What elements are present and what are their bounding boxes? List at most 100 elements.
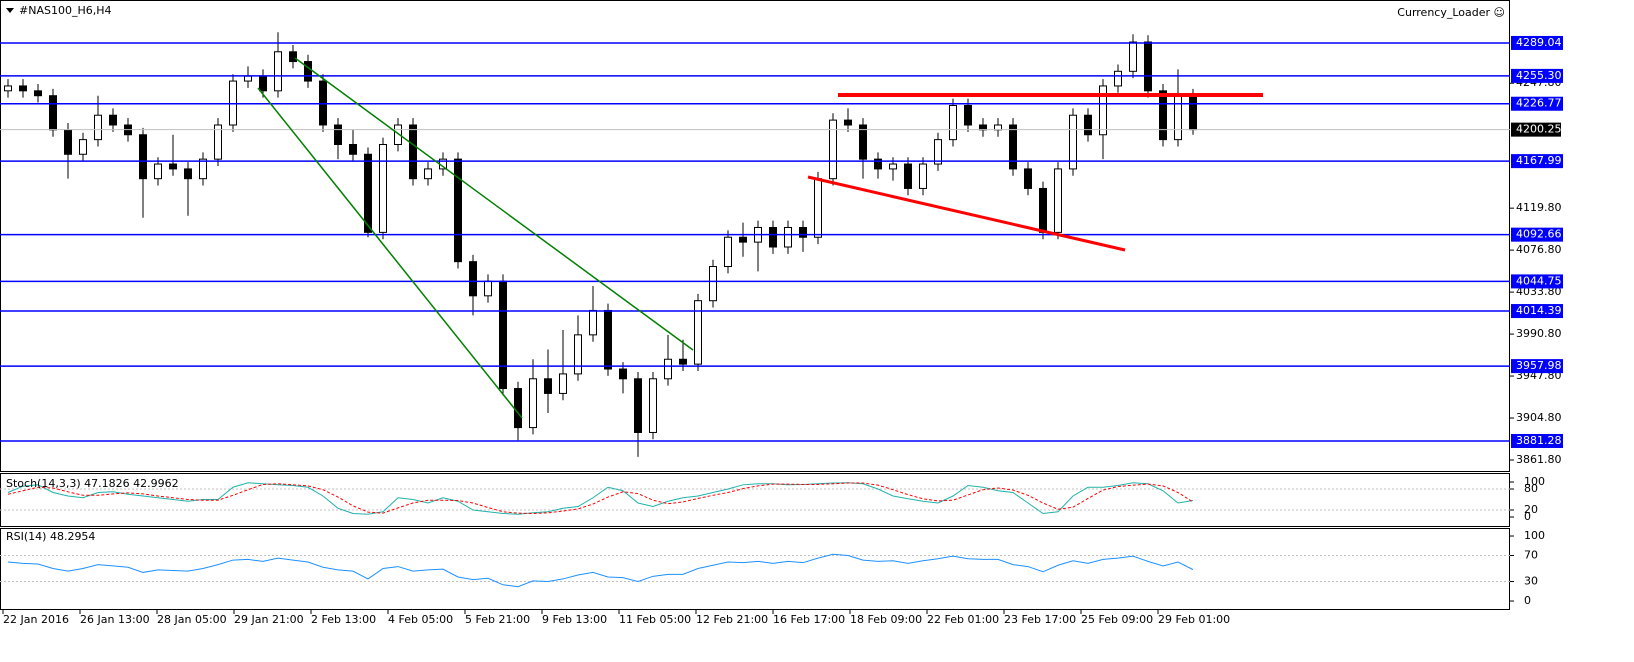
x-tick-label: 18 Feb 09:00 — [850, 613, 922, 626]
price-level-box — [1511, 154, 1563, 169]
rsi-panel — [0, 528, 1510, 610]
trend-line — [807, 175, 1126, 252]
y-tick-label: 100 — [1524, 475, 1545, 488]
candle-body — [889, 163, 897, 170]
candle-body — [1174, 95, 1182, 141]
candle-body — [139, 134, 147, 180]
candle-body — [244, 75, 252, 82]
x-tick-label: 16 Feb 17:00 — [773, 613, 845, 626]
candle-body — [34, 90, 42, 97]
candle-body — [604, 309, 612, 370]
candle-body — [514, 388, 522, 429]
candle-body — [709, 266, 717, 302]
x-tick-label: 26 Jan 13:00 — [80, 613, 150, 626]
candle-body — [724, 236, 732, 268]
y-tick-label: 20 — [1524, 503, 1538, 516]
candle-body — [529, 378, 537, 429]
candle-body — [589, 309, 597, 336]
candle-body — [664, 358, 672, 380]
account-name: Currency_Loader ☺ — [1397, 6, 1505, 19]
y-tick-label: 100 — [1524, 529, 1545, 542]
x-tick-label: 2 Feb 13:00 — [311, 613, 376, 626]
candle-body — [349, 144, 357, 155]
price-level-box — [1511, 274, 1563, 289]
candle-body — [484, 280, 492, 297]
candle-body — [1069, 114, 1077, 170]
candle-body — [559, 373, 567, 394]
y-tick-label: 80 — [1524, 482, 1538, 495]
chart-title: #NAS100_H6,H4 — [19, 4, 112, 17]
price-level-box — [1511, 304, 1563, 319]
candle-body — [874, 158, 882, 170]
x-tick-label: 11 Feb 05:00 — [619, 613, 691, 626]
candle-body — [544, 378, 552, 394]
candle-body — [964, 104, 972, 126]
price-level-box — [1511, 35, 1563, 50]
candle-body — [1189, 95, 1197, 131]
y-tick-label: 0 — [1524, 594, 1531, 607]
current-price-box — [1511, 122, 1561, 137]
candle-body — [1099, 85, 1107, 136]
candle-body — [919, 163, 927, 189]
candle-body — [94, 114, 102, 141]
candle-body — [109, 114, 117, 126]
candle-body — [364, 153, 372, 233]
candle-body — [274, 51, 282, 92]
price-level-box — [1511, 227, 1563, 242]
y-tick-label: 0 — [1524, 510, 1531, 523]
x-tick-label: 9 Feb 13:00 — [542, 613, 607, 626]
x-tick-label: 12 Feb 21:00 — [696, 613, 768, 626]
menu-arrow — [6, 8, 14, 13]
x-tick-label: 28 Jan 05:00 — [157, 613, 227, 626]
candle-body — [1144, 41, 1152, 92]
candle-body — [394, 124, 402, 146]
candle-body — [409, 124, 417, 180]
candle-body — [199, 158, 207, 180]
price-level-box — [1511, 68, 1563, 83]
trend-line — [257, 87, 523, 419]
candle-body — [694, 300, 702, 365]
candle-body — [184, 168, 192, 180]
candle-body — [784, 226, 792, 248]
x-tick-label: 23 Feb 17:00 — [1004, 613, 1076, 626]
y-tick-label: 3861.80 — [1516, 453, 1562, 466]
x-tick-label: 29 Feb 01:00 — [1158, 613, 1230, 626]
indicator-line — [7, 482, 1194, 515]
candle-body — [949, 104, 957, 141]
price-level-label: 4044.75 — [1516, 274, 1562, 287]
candle-body — [904, 163, 912, 189]
candle-body — [1054, 168, 1062, 233]
candle-body — [619, 368, 627, 380]
candle-body — [4, 85, 12, 92]
candle-body — [1084, 114, 1092, 136]
candle-body — [799, 226, 807, 238]
x-tick-label: 5 Feb 21:00 — [465, 613, 530, 626]
price-level-label: 4255.30 — [1516, 69, 1562, 82]
y-tick-label: 3904.80 — [1516, 411, 1562, 424]
candle-body — [469, 261, 477, 297]
candle-body — [769, 226, 777, 248]
x-tick-label: 25 Feb 09:00 — [1081, 613, 1153, 626]
price-level-label: 3881.28 — [1516, 434, 1562, 447]
candle-body — [829, 119, 837, 180]
candle-body — [859, 124, 867, 160]
y-tick-label: 30 — [1524, 575, 1538, 588]
candle-body — [304, 61, 312, 82]
candle-body — [1129, 41, 1137, 72]
x-tick-label: 4 Feb 05:00 — [388, 613, 453, 626]
candle-body — [574, 334, 582, 375]
candle-body — [49, 95, 57, 131]
candle-body — [739, 236, 747, 243]
candle-body — [214, 124, 222, 160]
stoch-title: Stoch(14,3,3) 47.1826 42.9962 — [6, 477, 179, 490]
candle-body — [1009, 124, 1017, 170]
candle-body — [1039, 187, 1047, 233]
x-tick-label: 22 Jan 2016 — [3, 613, 69, 626]
price-level-label: 4289.04 — [1516, 36, 1562, 49]
price-level-label: 4014.39 — [1516, 304, 1562, 317]
candle-body — [154, 163, 162, 180]
price-level-box — [1511, 359, 1563, 374]
main-panel — [0, 0, 1510, 472]
